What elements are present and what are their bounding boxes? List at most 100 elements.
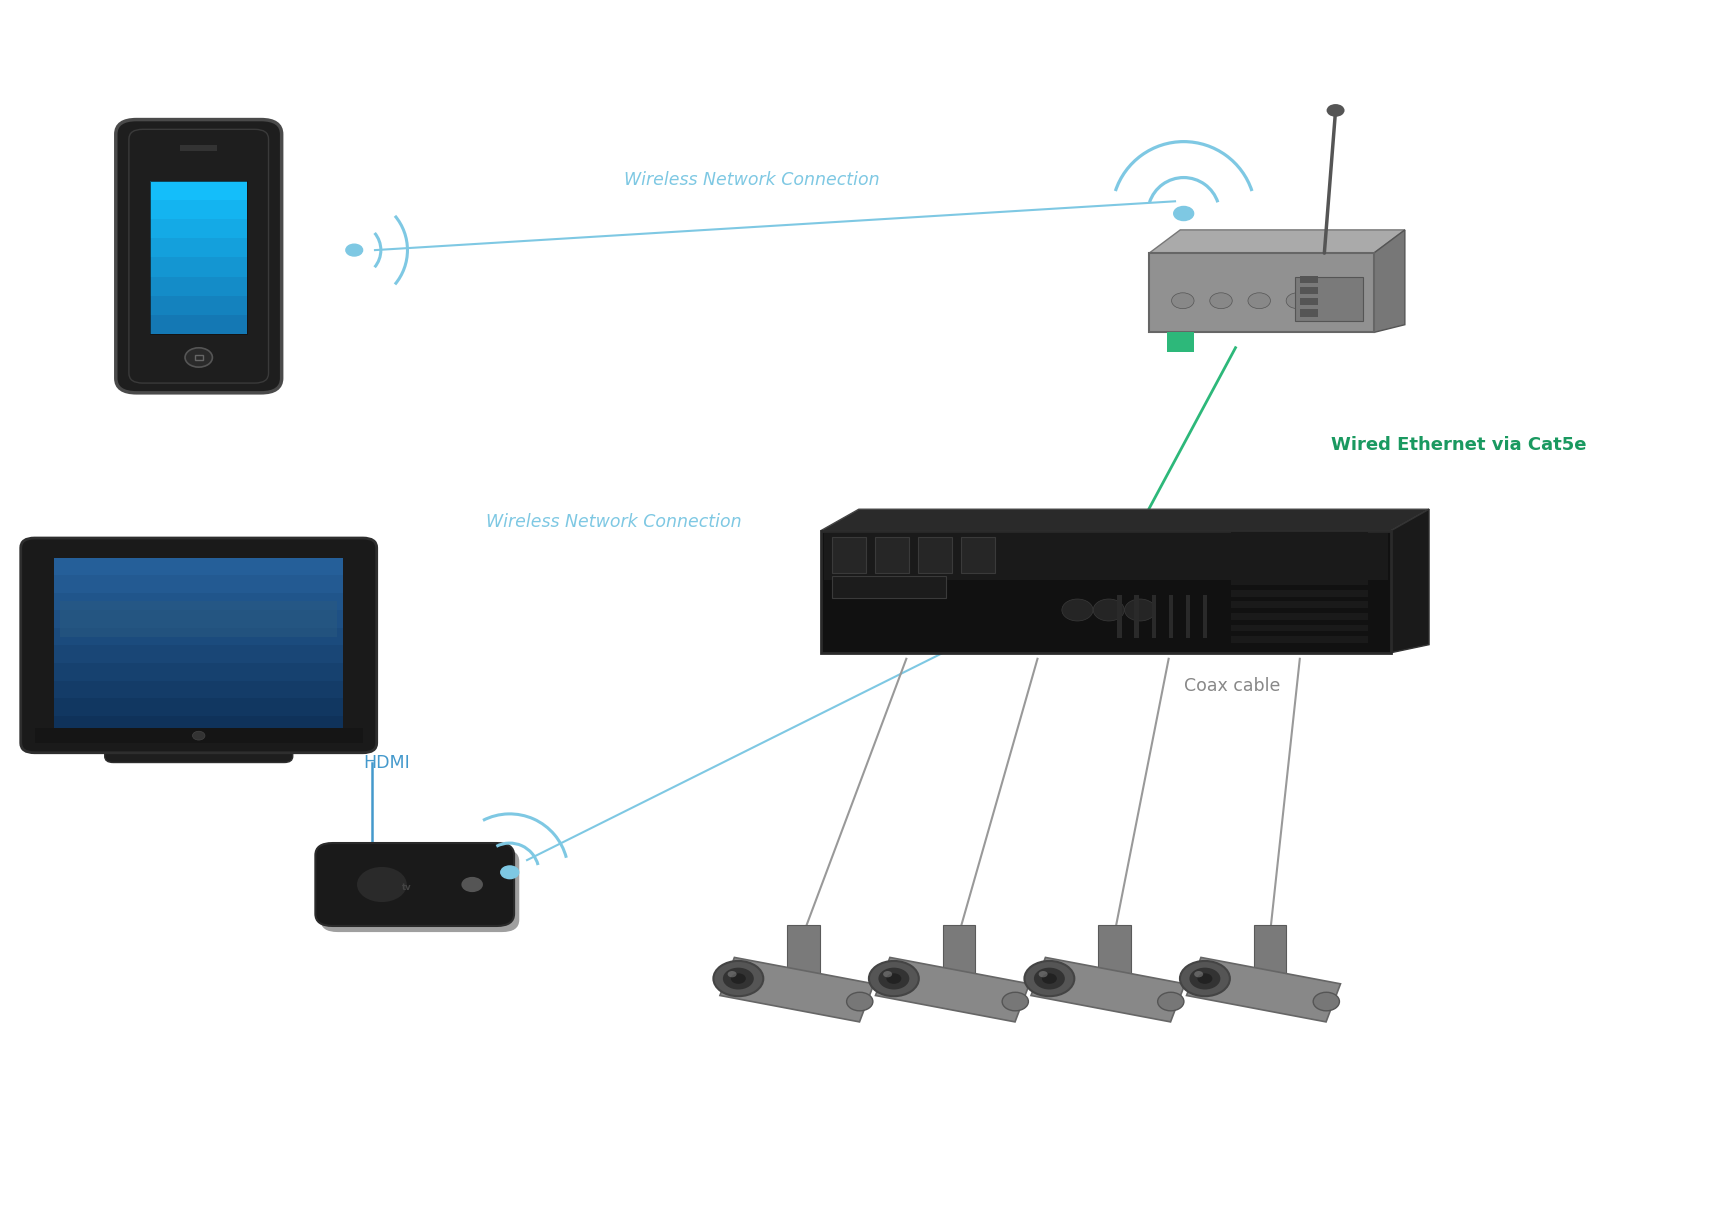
Circle shape <box>1033 967 1064 989</box>
Polygon shape <box>876 958 1030 1022</box>
Bar <box>1185 595 1191 638</box>
Bar <box>150 238 247 257</box>
Bar <box>1099 925 1132 981</box>
Bar <box>918 537 952 573</box>
Polygon shape <box>1374 229 1405 332</box>
Bar <box>1232 612 1369 620</box>
Circle shape <box>714 961 764 997</box>
Bar <box>1299 299 1317 305</box>
Bar <box>150 295 247 315</box>
Bar <box>1232 578 1369 584</box>
Circle shape <box>1039 971 1047 977</box>
Circle shape <box>1198 974 1213 983</box>
Circle shape <box>501 866 518 878</box>
Circle shape <box>1025 961 1075 997</box>
Bar <box>1296 277 1362 321</box>
Bar <box>54 628 344 645</box>
Circle shape <box>1248 293 1270 309</box>
Bar <box>1299 310 1317 316</box>
Bar <box>824 533 1388 580</box>
Circle shape <box>1158 992 1184 1011</box>
Bar <box>1203 595 1208 638</box>
Bar <box>1118 595 1121 638</box>
Circle shape <box>1313 992 1339 1011</box>
Bar <box>54 610 344 628</box>
Circle shape <box>346 244 363 256</box>
Bar <box>54 575 344 593</box>
Circle shape <box>1189 967 1220 989</box>
Circle shape <box>1180 961 1230 997</box>
Circle shape <box>1094 599 1125 621</box>
Bar <box>1232 636 1369 643</box>
Circle shape <box>878 967 909 989</box>
Text: tv: tv <box>401 883 411 892</box>
FancyBboxPatch shape <box>21 538 377 753</box>
Bar <box>1135 595 1139 638</box>
Bar <box>180 145 218 151</box>
Circle shape <box>883 971 892 977</box>
Bar <box>54 662 344 681</box>
Polygon shape <box>721 958 874 1022</box>
Circle shape <box>461 877 482 892</box>
Text: HDMI: HDMI <box>363 754 410 771</box>
Circle shape <box>358 867 406 902</box>
Circle shape <box>1194 971 1203 977</box>
Bar <box>1168 595 1173 638</box>
Circle shape <box>727 971 736 977</box>
Bar <box>150 218 247 238</box>
Polygon shape <box>1032 958 1185 1022</box>
Bar <box>1299 276 1317 283</box>
Circle shape <box>722 967 753 989</box>
Text: Wired Ethernet via Cat5e: Wired Ethernet via Cat5e <box>1331 437 1586 454</box>
Bar <box>54 716 344 733</box>
Circle shape <box>731 974 746 983</box>
Bar <box>1232 555 1369 561</box>
Bar <box>788 925 819 981</box>
Circle shape <box>185 348 213 367</box>
Bar <box>943 925 975 981</box>
Bar <box>35 728 363 743</box>
Bar <box>833 537 866 573</box>
Bar <box>874 537 909 573</box>
Circle shape <box>847 992 873 1011</box>
Bar <box>150 181 247 334</box>
Circle shape <box>886 974 902 983</box>
Bar <box>1149 254 1374 332</box>
Bar <box>54 681 344 698</box>
Bar <box>1232 601 1369 608</box>
Bar <box>54 698 344 716</box>
Bar <box>821 531 1391 653</box>
Bar <box>150 257 247 277</box>
Bar <box>1232 590 1369 597</box>
Bar <box>195 355 202 360</box>
Bar <box>60 601 337 637</box>
Circle shape <box>1210 293 1232 309</box>
Circle shape <box>1061 599 1092 621</box>
Circle shape <box>1286 293 1308 309</box>
Bar <box>1232 532 1369 539</box>
Bar <box>54 593 344 610</box>
Bar <box>1166 333 1194 353</box>
Circle shape <box>192 731 206 741</box>
FancyBboxPatch shape <box>105 737 292 762</box>
Circle shape <box>1002 992 1028 1011</box>
Bar <box>1232 625 1369 631</box>
FancyBboxPatch shape <box>320 849 518 932</box>
Text: Wireless Network Connection: Wireless Network Connection <box>624 171 880 189</box>
Circle shape <box>1042 974 1058 983</box>
Polygon shape <box>821 509 1429 531</box>
Circle shape <box>1125 599 1156 621</box>
Bar <box>1151 595 1156 638</box>
Circle shape <box>1324 293 1346 309</box>
FancyBboxPatch shape <box>116 120 282 393</box>
Bar <box>150 277 247 295</box>
Circle shape <box>869 961 919 997</box>
Bar <box>1253 925 1286 981</box>
Bar <box>1232 544 1369 550</box>
Text: Coax cable: Coax cable <box>1184 677 1280 695</box>
Circle shape <box>1173 206 1194 221</box>
Polygon shape <box>1391 509 1429 653</box>
Circle shape <box>1327 104 1344 117</box>
Bar <box>150 181 247 200</box>
Text: Wireless Network Connection: Wireless Network Connection <box>486 512 741 531</box>
